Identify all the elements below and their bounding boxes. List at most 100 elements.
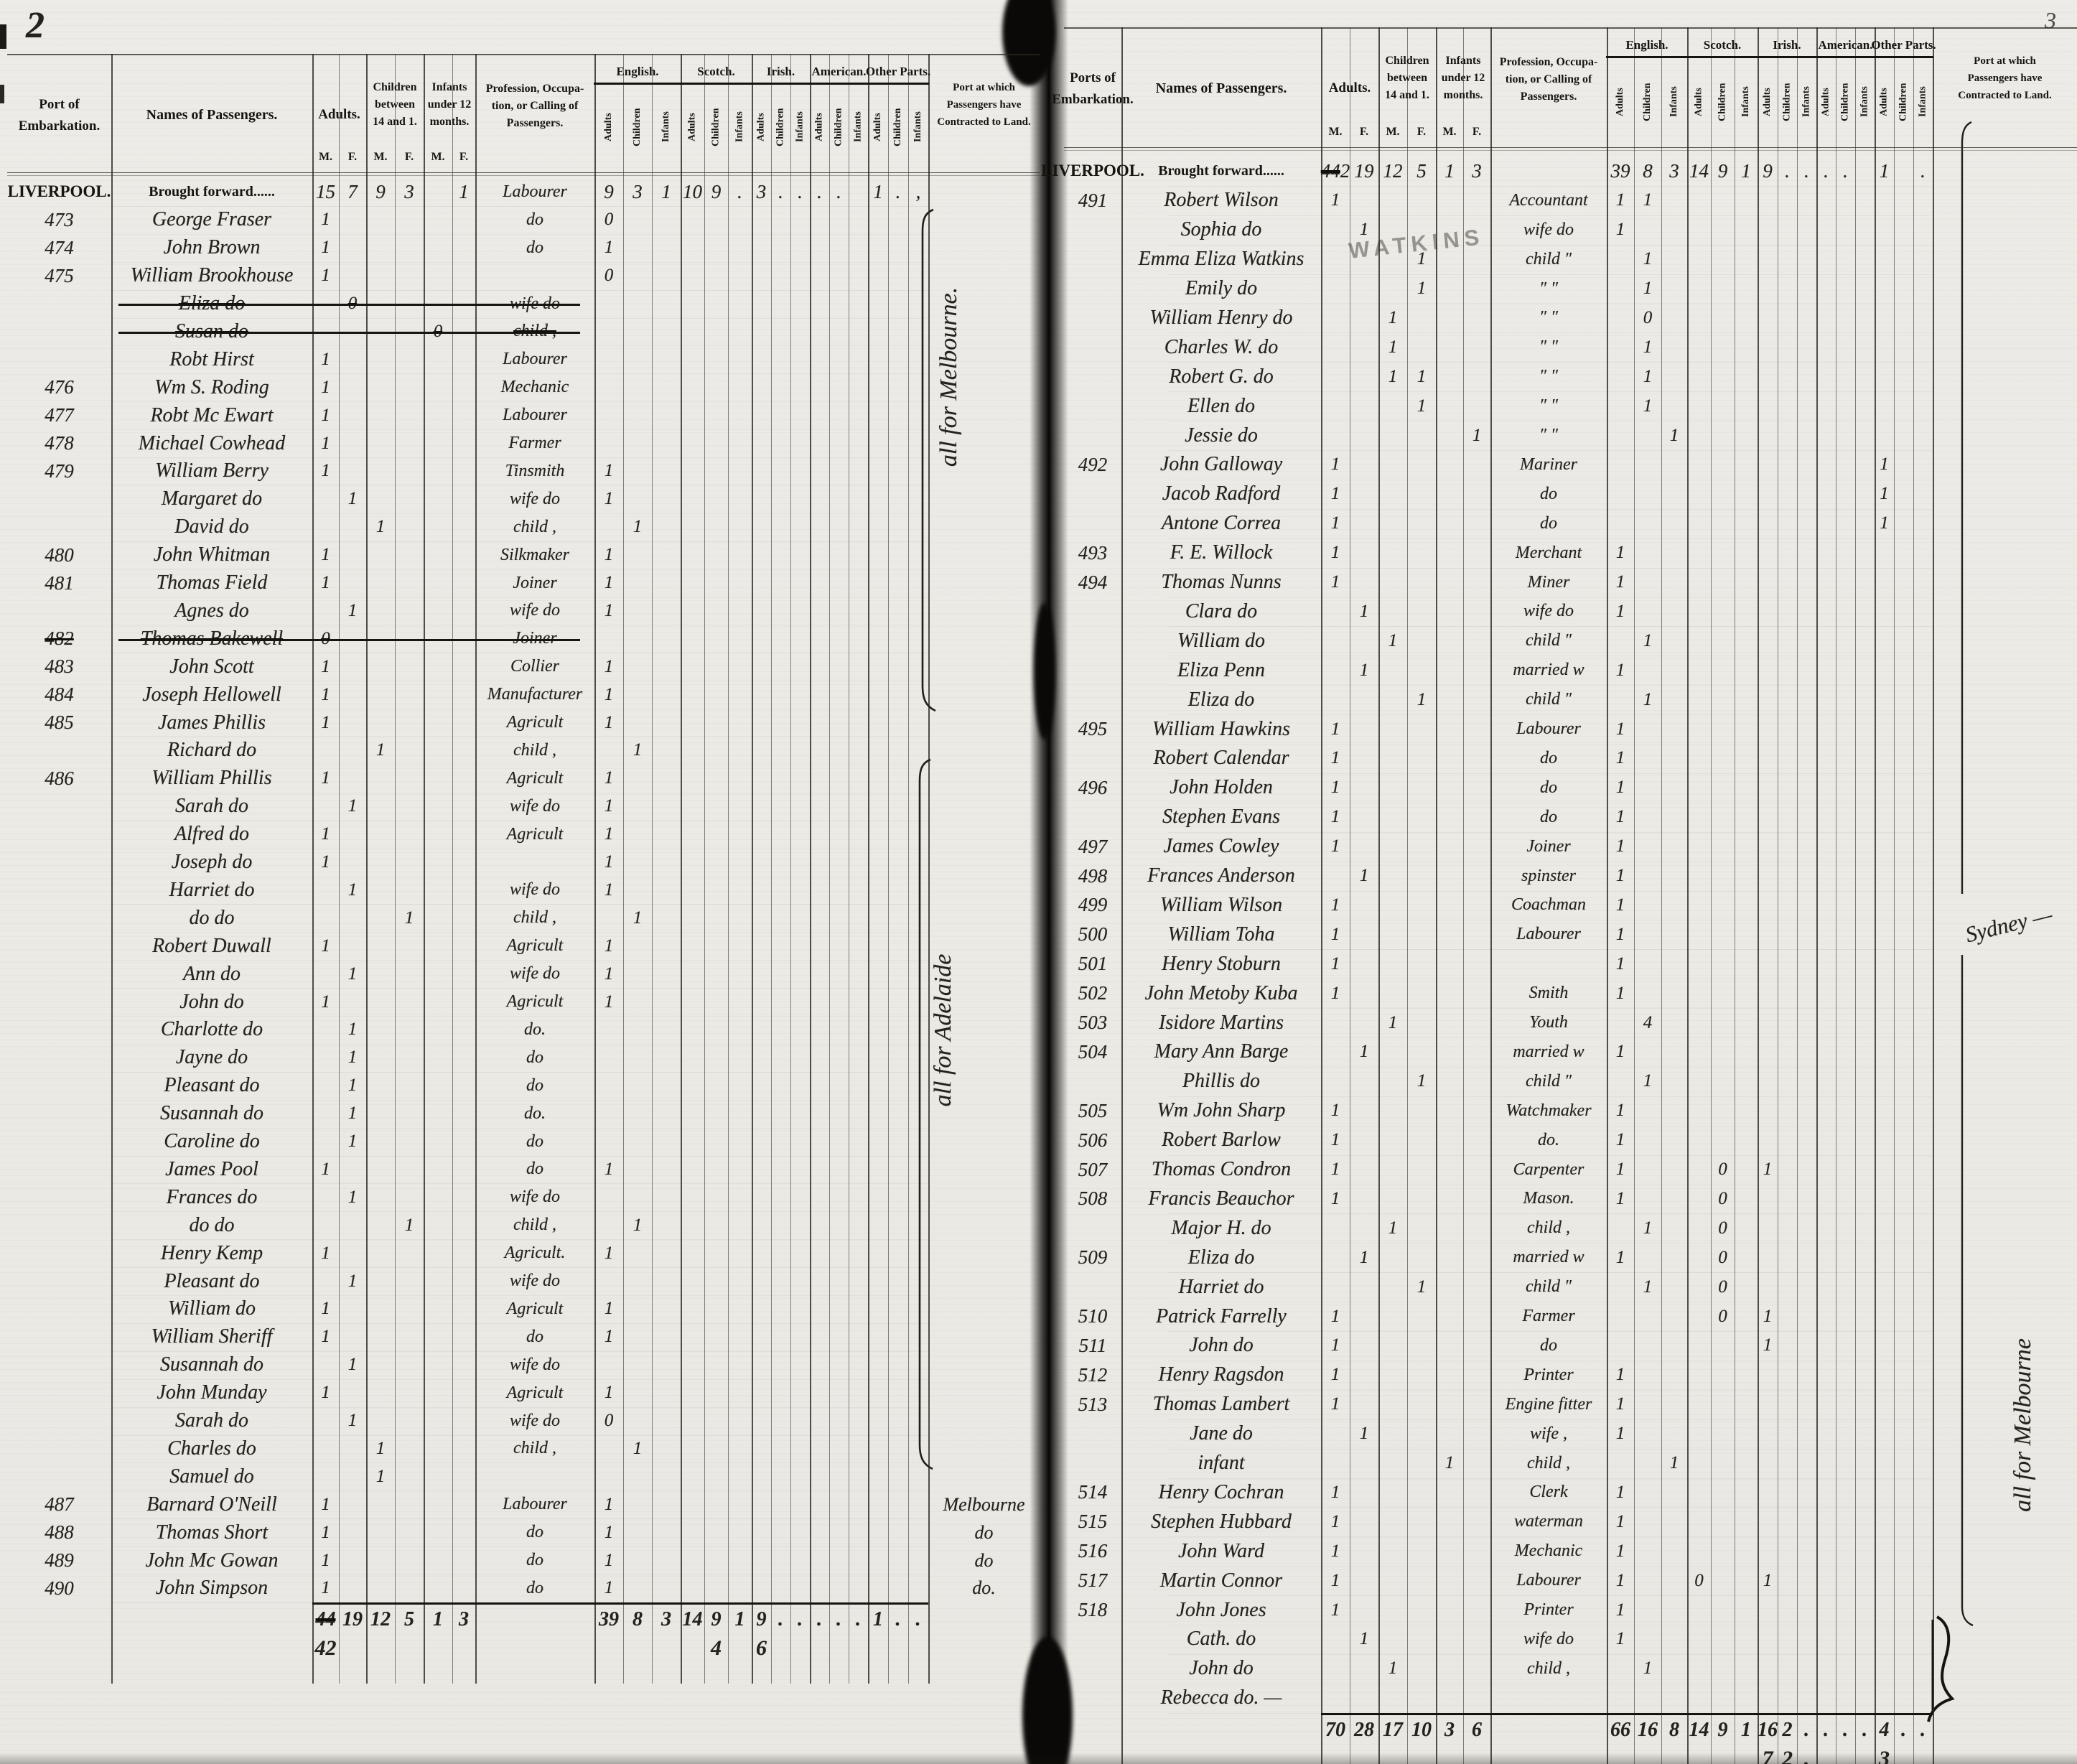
column-line-infF	[1463, 27, 1464, 1764]
cell-names: Eliza Penn	[1177, 658, 1266, 681]
row-rule	[1168, 714, 1933, 716]
cell-names: Pleasant do	[164, 1074, 260, 1097]
cell-adM: 1	[321, 656, 330, 676]
cell-port: 493	[1078, 541, 1108, 564]
column-line-othA	[1875, 27, 1876, 1764]
cell-names: William Hawkins	[1152, 717, 1291, 740]
cell-adM: 0	[312, 625, 339, 653]
cell-adM: 1	[321, 991, 330, 1012]
column-line-engC	[623, 54, 624, 1684]
cell-prof: do	[1540, 748, 1557, 767]
row-rule	[1168, 744, 1933, 745]
header-subcol-infants: Infants	[794, 111, 806, 143]
cell-engC: 1	[1643, 1218, 1653, 1238]
cell-names: John Munday	[157, 1381, 267, 1404]
cell-engA: 1	[1615, 1042, 1625, 1062]
row-rule	[111, 261, 928, 263]
column-line-ameC	[829, 54, 830, 1684]
cell-engA: 1	[1615, 866, 1625, 886]
cell-engA: 1	[1615, 1541, 1625, 1561]
cell-port2: do.	[972, 1577, 996, 1599]
cell-engA: 1	[1615, 1629, 1625, 1649]
cell-chM: 1	[375, 1466, 386, 1486]
cell-prof: child ,	[513, 1439, 556, 1458]
cell-prof: do.	[524, 1103, 546, 1123]
cell-names: Joseph Hellowell	[142, 683, 281, 706]
column-line-scoA	[1687, 27, 1689, 1764]
cell-names: John Scott	[169, 655, 254, 678]
cell-port: 503	[1078, 1012, 1108, 1034]
cell-prof: do	[1540, 513, 1557, 533]
total-ameA: .	[817, 1608, 822, 1630]
cell-engA: 1	[604, 1522, 614, 1542]
cell-prof: child ,	[513, 740, 556, 760]
cell-adF: 1	[347, 796, 358, 816]
cell-chM: 1	[1388, 337, 1398, 357]
total-iriA: 6	[756, 1636, 767, 1660]
group-underline	[1757, 56, 1817, 58]
cell-names: John Galloway	[1159, 453, 1283, 476]
header-subcol-infants: Infants	[1668, 86, 1679, 118]
row-rule	[111, 1295, 928, 1296]
cell-engA: 1	[604, 1383, 614, 1403]
row-rule	[1168, 1008, 1933, 1009]
cell-names: infant	[1198, 1452, 1245, 1475]
cell-engA: 1	[1615, 1511, 1625, 1531]
cell-prof: child ,	[513, 517, 556, 536]
cell-scoC: 9	[1717, 159, 1728, 182]
column-line-prof	[475, 54, 477, 1684]
cell-prof: Mechanic	[1514, 1541, 1583, 1561]
cell-names: Patrick Farrelly	[1156, 1305, 1287, 1327]
total-engI: 8	[1669, 1719, 1679, 1741]
cell-adM: 1	[321, 545, 330, 565]
cell-infM: 1	[1444, 159, 1455, 182]
cell-names: William Sheriff	[151, 1325, 273, 1348]
cell-engA: 1	[1615, 1101, 1625, 1121]
cell-prof: Labourer	[1516, 1571, 1581, 1590]
row-rule	[111, 429, 928, 431]
cell-prof: wife do	[1523, 1629, 1574, 1648]
cell-adF: 1	[347, 1019, 358, 1040]
total-othA: 3	[1879, 1747, 1890, 1764]
page-edge-mark	[0, 24, 6, 49]
header-children: between	[375, 98, 415, 111]
cell-engA: 1	[1615, 895, 1625, 915]
header-subcol-infants: Infants	[734, 111, 745, 143]
group-underline	[594, 83, 681, 85]
cell-adM: 1	[321, 405, 330, 425]
cell-names: George Fraser	[151, 208, 272, 231]
total-chF: 5	[404, 1608, 414, 1630]
cell-chF: 1	[1416, 1071, 1427, 1091]
cell-chM: 1	[1388, 366, 1398, 386]
cell-adM: 1	[321, 377, 330, 397]
cell-chM: 1	[1388, 307, 1398, 327]
row-rule	[111, 1490, 928, 1492]
cell-scoA: 14	[1689, 159, 1709, 182]
cell-names: Alfred do	[174, 823, 249, 846]
column-line-scoC	[1711, 27, 1712, 1764]
cell-iriA: 3	[756, 180, 767, 202]
header-profession: tion, or Calling of	[491, 100, 579, 112]
row-rule	[111, 457, 928, 458]
header-port-embarkation: Embarkation.	[1052, 92, 1134, 107]
cell-port: 500	[1078, 923, 1108, 946]
total-othI: .	[1920, 1719, 1926, 1741]
column-line-names	[1121, 27, 1123, 1764]
header-port-contracted: Port at which	[953, 81, 1015, 93]
cell-engA: 1	[604, 768, 614, 788]
cell-engA: 1	[604, 824, 614, 844]
cell-names: Robt Hirst	[169, 347, 254, 370]
cell-adM: 1	[321, 1383, 330, 1403]
cell-prof: wife do	[510, 1271, 560, 1291]
cell-port: 486	[45, 767, 74, 789]
cell-prof: wife do	[510, 1411, 560, 1430]
cell-prof: Accountant	[1509, 190, 1588, 210]
cell-chF: 3	[404, 180, 414, 202]
cell-adM: 1	[321, 684, 330, 704]
cell-chF: 1	[1416, 249, 1427, 269]
header-names-of-passengers: Names of Passengers.	[146, 106, 278, 123]
header-subcol-adults: Adults	[603, 113, 614, 141]
header-infants: under 12	[1441, 72, 1485, 84]
cell-adF: 1	[347, 1047, 358, 1068]
cell-engI: 1	[661, 180, 671, 202]
